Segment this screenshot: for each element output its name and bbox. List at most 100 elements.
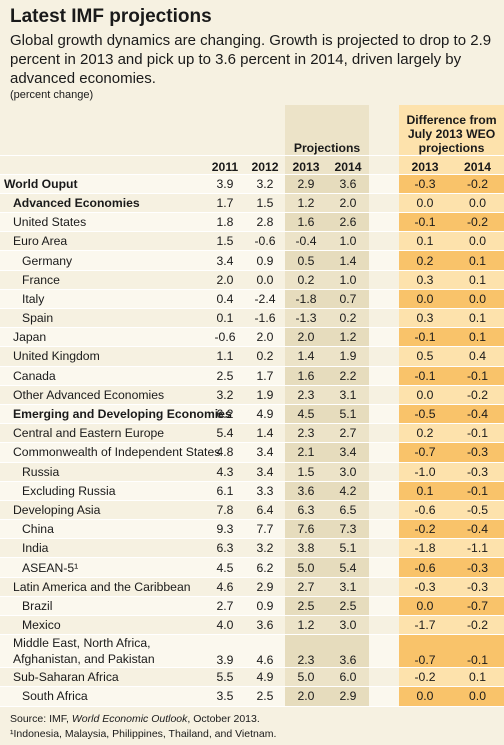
value-cell: 6.4	[245, 500, 285, 521]
row-label: United Kingdom	[0, 346, 205, 367]
table-row: Commonwealth of Independent States 4.8 3.4…	[0, 442, 504, 463]
row-label: Advanced Economies	[0, 193, 205, 214]
group-header: Difference from July 2013 WEO projection…	[399, 105, 504, 156]
source: Source: IMF, World Economic Outlook, Oct…	[10, 712, 504, 727]
value-cell: -0.6	[399, 557, 451, 578]
value-cell: -1.7	[399, 615, 451, 636]
value-cell: 2.5	[285, 596, 327, 617]
value-cell: 2.0	[285, 686, 327, 707]
footer: Source: IMF, World Economic Outlook, Oct…	[0, 707, 504, 742]
spacer	[369, 250, 399, 271]
value-cell: -0.2	[451, 385, 504, 405]
value-cell: -0.1	[451, 423, 504, 444]
spacer	[369, 346, 399, 367]
spacer	[369, 596, 399, 617]
value-cell: -0.2	[399, 667, 451, 688]
value-cell: 0.1	[451, 667, 504, 688]
value-cell: 0.0	[399, 686, 451, 707]
value-cell: -0.6	[205, 327, 245, 348]
value-cell: 3.5	[205, 686, 245, 707]
spacer	[369, 686, 399, 707]
value-cell: 0.0	[451, 231, 504, 252]
value-cell: -0.4	[451, 404, 504, 425]
table-row: Russia 4.3 3.4 1.5 3.0 -1.0 -0.3	[0, 462, 504, 482]
value-cell: -0.1	[399, 366, 451, 386]
value-cell: 0.1	[205, 308, 245, 329]
column-header: 2013	[399, 155, 451, 175]
unit-note: (percent change)	[10, 89, 94, 101]
value-cell: 1.2	[285, 615, 327, 636]
table-row: Brazil 2.7 0.9 2.5 2.5 0.0 -0.7	[0, 596, 504, 617]
spacer	[369, 385, 399, 405]
table-row: South Africa 3.5 2.5 2.0 2.9 0.0 0.0	[0, 686, 504, 707]
value-cell: 4.3	[205, 462, 245, 482]
value-cell: 3.3	[245, 481, 285, 501]
value-cell: 3.9	[205, 174, 245, 194]
row-label: Excluding Russia	[0, 481, 205, 501]
value-cell: 2.0	[285, 327, 327, 348]
value-cell: 0.9	[245, 596, 285, 617]
row-label: Central and Eastern Europe	[0, 423, 205, 444]
table-row: World Ouput 3.9 3.2 2.9 3.6 -0.3 -0.2	[0, 174, 504, 194]
spacer	[369, 155, 399, 175]
row-label: Middle East, North Africa, Afghanistan, …	[0, 634, 205, 669]
value-cell: 5.1	[327, 404, 369, 425]
value-cell: -0.3	[451, 462, 504, 482]
value-cell: 0.0	[399, 385, 451, 405]
title: Latest IMF projections	[10, 6, 212, 27]
row-label: India	[0, 538, 205, 559]
value-cell: 0.0	[245, 270, 285, 290]
value-cell: 1.6	[285, 366, 327, 386]
value-cell: -0.3	[399, 577, 451, 597]
table-row: Middle East, North Africa, Afghanistan, …	[0, 634, 504, 669]
header-row: Projections Difference from July 2013 WE…	[0, 105, 504, 156]
value-cell: 3.4	[245, 442, 285, 463]
value-cell: 7.3	[327, 519, 369, 540]
table-row: Japan -0.6 2.0 2.0 1.2 -0.1 0.1	[0, 327, 504, 348]
value-cell: 2.0	[245, 327, 285, 348]
table-row: United States 1.8 2.8 1.6 2.6 -0.1 -0.2	[0, 212, 504, 233]
subtitle: Global growth dynamics are changing. Gro…	[10, 32, 492, 87]
row-label: Emerging and Developing Economies	[0, 404, 232, 425]
value-cell: -1.1	[451, 538, 504, 559]
value-cell: 1.7	[245, 366, 285, 386]
value-cell: 2.5	[245, 686, 285, 707]
value-cell: 5.0	[285, 667, 327, 688]
value-cell: 0.9	[245, 250, 285, 271]
value-cell: -1.6	[245, 308, 285, 329]
table-row: Developing Asia 7.8 6.4 6.3 6.5 -0.6 -0.5	[0, 500, 504, 521]
value-cell: 0.1	[399, 481, 451, 501]
value-cell: 3.6	[245, 615, 285, 636]
row-label: China	[0, 519, 205, 540]
row-label: Other Advanced Economies	[0, 385, 205, 405]
value-cell: -0.2	[451, 174, 504, 194]
value-cell: 0.7	[327, 289, 369, 310]
value-cell: -0.1	[399, 212, 451, 233]
value-cell: 4.2	[327, 481, 369, 501]
row-label: Canada	[0, 366, 205, 386]
value-cell: -1.3	[285, 308, 327, 329]
value-cell: 2.9	[327, 686, 369, 707]
value-cell: 2.0	[205, 270, 245, 290]
value-cell: 1.4	[327, 250, 369, 271]
table-row: Sub-Saharan Africa 5.5 4.9 5.0 6.0 -0.2 0.1	[0, 667, 504, 688]
value-cell: 0.0	[399, 193, 451, 214]
value-cell: 0.4	[205, 289, 245, 310]
value-cell: 1.5	[245, 193, 285, 214]
spacer	[369, 500, 399, 521]
spacer	[369, 212, 399, 233]
table-row: Euro Area 1.5 -0.6 -0.4 1.0 0.1 0.0	[0, 231, 504, 252]
value-cell: 2.9	[245, 577, 285, 597]
value-cell: 4.5	[205, 557, 245, 578]
spacer	[369, 634, 399, 669]
source-prefix: Source: IMF,	[10, 712, 72, 725]
spacer	[369, 327, 399, 348]
table-row: Advanced Economies 1.7 1.5 1.2 2.0 0.0 0.0	[0, 193, 504, 214]
value-cell: -1.8	[399, 538, 451, 559]
value-cell: 3.8	[285, 538, 327, 559]
value-cell: 0.0	[399, 596, 451, 617]
table-row: India 6.3 3.2 3.8 5.1 -1.8 -1.1	[0, 538, 504, 559]
value-cell: -1.8	[285, 289, 327, 310]
value-cell: 0.4	[451, 346, 504, 367]
